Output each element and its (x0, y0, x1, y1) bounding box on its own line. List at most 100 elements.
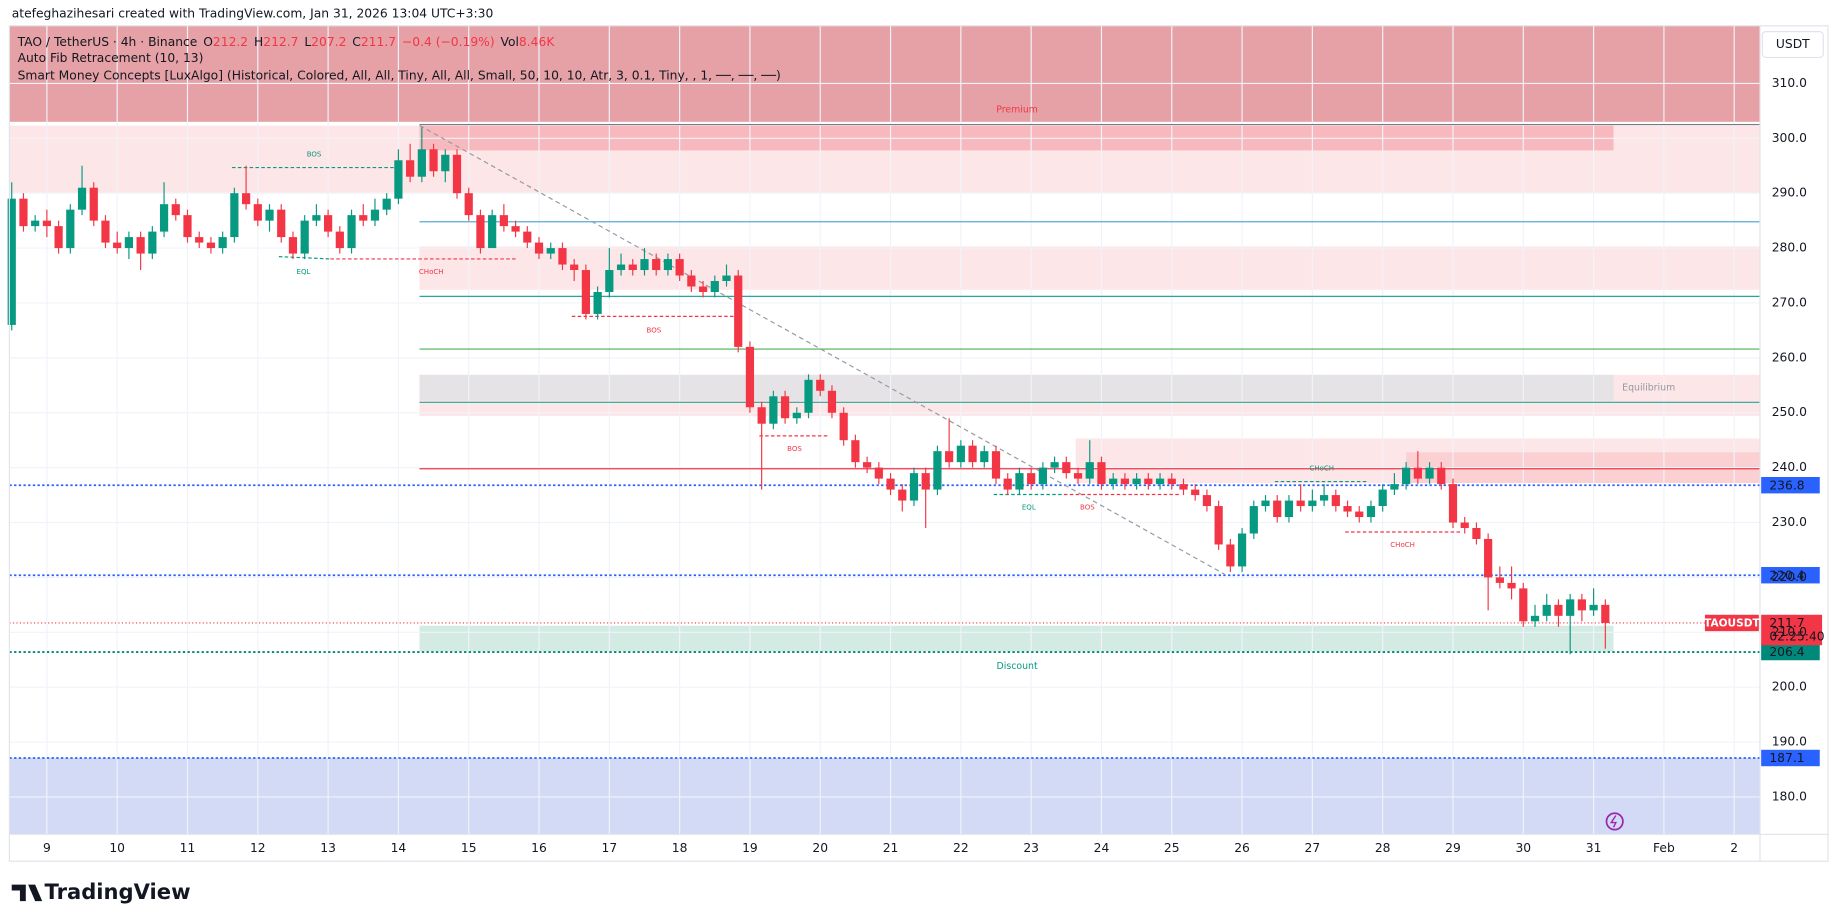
candle-body (640, 259, 649, 271)
candle-body (1179, 484, 1188, 490)
candle-body (1202, 495, 1212, 507)
x-tick-label: 23 (1023, 841, 1039, 855)
candle-body (1495, 577, 1504, 583)
candle-body (1542, 604, 1551, 616)
legend-ohlc-value: 211.7 (361, 35, 396, 49)
y-tick-label: 260.0 (1772, 350, 1807, 364)
candle-body (1530, 615, 1540, 622)
candle-body (124, 237, 134, 249)
legend-volume-label: Vol (501, 35, 519, 49)
level-badge-label: 220.4 (1769, 568, 1804, 582)
candle-body (933, 451, 942, 490)
candle-body (534, 242, 544, 254)
candle-body (1577, 599, 1586, 611)
candle-body (429, 149, 438, 172)
candle-body (769, 396, 778, 424)
brand-logo: TradingView (11, 879, 191, 904)
y-tick-label: 310.0 (1772, 76, 1807, 90)
candle-body (722, 275, 731, 282)
x-tick-label: 13 (320, 841, 336, 855)
candle-body (511, 226, 520, 232)
x-tick-label: 27 (1305, 841, 1321, 855)
candle-body (1601, 604, 1610, 623)
candle-body (886, 478, 895, 490)
candle-body (417, 149, 426, 177)
candle-body (581, 270, 590, 314)
candle-body (1554, 604, 1563, 616)
candle-body (1237, 533, 1247, 567)
candle-body (1589, 604, 1598, 611)
level-badge-label: 236.8 (1769, 478, 1804, 492)
caption: atefeghazihesari created with TradingVie… (12, 7, 494, 21)
x-tick-label: 2 (1730, 841, 1738, 855)
legend-ohlc-label: H (254, 35, 263, 49)
candle-body (698, 286, 708, 292)
x-tick-label: 18 (672, 841, 688, 855)
levels (9, 123, 1760, 759)
candle-body (745, 346, 755, 408)
zone (419, 625, 1614, 652)
candle-body (476, 215, 485, 249)
y-tick-label: 290.0 (1772, 186, 1807, 200)
y-tick-label: 210.0 (1772, 625, 1807, 639)
candle-body (1437, 467, 1446, 485)
symbol-tag: TAOUSDT (1704, 618, 1760, 630)
candle-body (780, 396, 790, 419)
x-tick-label: 10 (109, 841, 125, 855)
candle-body (452, 154, 462, 194)
candle-body (218, 237, 227, 249)
structure-label: BOS (307, 150, 322, 159)
currency[interactable]: USDT (1776, 37, 1810, 51)
candle-body (206, 242, 216, 249)
candle-body (687, 275, 696, 287)
indicator: Auto Fib Retracement (10, 13) (18, 51, 204, 65)
candle-body (89, 187, 98, 221)
candle-body (523, 231, 532, 243)
candle-body (406, 160, 415, 177)
candle-body (324, 215, 333, 232)
candle-body (1214, 506, 1223, 545)
candle-body (1120, 478, 1130, 485)
candle-body (851, 440, 860, 463)
currency-button[interactable] (1761, 31, 1824, 59)
candle-body (546, 248, 555, 254)
legend-ohlc-value: 212.2 (213, 35, 248, 49)
candle-body (499, 215, 508, 227)
candle-body (464, 193, 473, 216)
zone (9, 25, 1760, 122)
candle-body (1460, 522, 1469, 529)
candle-body (241, 193, 251, 205)
alert-icon[interactable] (1605, 812, 1624, 831)
candle-body (1319, 495, 1329, 501)
level-badge (1761, 567, 1820, 584)
candle-body (183, 215, 192, 238)
candle-body (359, 215, 368, 221)
candle-body (66, 209, 75, 249)
candle-body (1191, 489, 1200, 496)
candle-body (1366, 506, 1376, 518)
candle-body (863, 462, 872, 468)
candle-body (136, 237, 145, 254)
x-tick-label: 16 (531, 841, 547, 855)
candle-body (968, 445, 977, 463)
candle-body (1109, 478, 1118, 485)
structure-label: EQL (297, 267, 311, 276)
candle-body (1132, 478, 1141, 485)
indicator: Smart Money Concepts [LuxAlgo] (Historic… (18, 69, 781, 83)
x-tick-label: 9 (43, 841, 51, 855)
candle-body (1249, 506, 1258, 534)
y-tick-label: 240.0 (1772, 460, 1807, 474)
candle-body (394, 160, 403, 199)
brand-name: TradingView (45, 879, 191, 904)
candle-body (488, 215, 497, 249)
candle-body (652, 259, 661, 271)
candle-body (1296, 500, 1305, 507)
candle-body (710, 281, 719, 292)
structure-label: CHoCH (419, 267, 444, 276)
y-tick-label: 190.0 (1772, 735, 1807, 749)
candle-body (570, 264, 579, 271)
candle-body (827, 390, 837, 413)
candle-body (593, 291, 602, 314)
candle-body (7, 198, 16, 325)
x-tick-label: Feb (1653, 841, 1675, 855)
